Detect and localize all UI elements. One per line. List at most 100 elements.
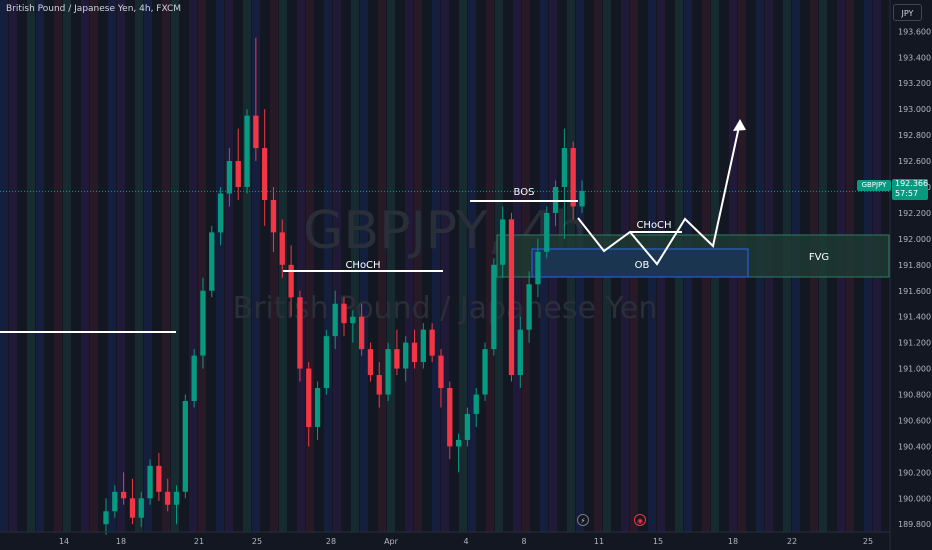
candle-body[interactable] [403, 342, 409, 369]
session-band [108, 0, 116, 532]
time-tick-label: 8 [521, 537, 526, 546]
candle-body[interactable] [491, 264, 497, 350]
candle-body[interactable] [156, 465, 162, 492]
flag-icon[interactable]: ◉ [634, 514, 646, 526]
candle-body[interactable] [314, 388, 321, 427]
price-tick-label: 191.600 [898, 287, 931, 296]
price-tick-label: 191.400 [898, 313, 931, 322]
candle-body[interactable] [517, 329, 523, 376]
candle-body[interactable] [411, 342, 418, 363]
candle-body[interactable] [244, 115, 250, 187]
price-tick-label: 193.000 [898, 105, 931, 114]
candle-body[interactable] [561, 148, 568, 187]
price-tick-label: 192.000 [898, 235, 931, 244]
candle-body[interactable] [482, 349, 488, 395]
session-band [189, 0, 197, 532]
candle-body[interactable] [103, 511, 109, 525]
bar-countdown: 57:57 [895, 189, 919, 198]
candle-body[interactable] [358, 316, 365, 350]
session-band [243, 0, 251, 532]
candle-body[interactable] [455, 439, 462, 447]
time-tick-label: 15 [653, 537, 663, 546]
session-band [36, 0, 44, 532]
time-tick-label: 14 [59, 537, 69, 546]
session-band [468, 0, 476, 532]
price-tick-label: 192.800 [898, 131, 931, 140]
candle-body[interactable] [209, 232, 215, 291]
candle-body[interactable] [367, 349, 374, 376]
session-band [351, 0, 359, 532]
time-tick-label: 28 [326, 537, 336, 546]
time-tick-label: 22 [787, 537, 797, 546]
candle-body[interactable] [447, 388, 453, 447]
candle-body[interactable] [332, 303, 338, 337]
session-band [486, 0, 494, 532]
candle-body[interactable] [526, 284, 532, 330]
candle-body[interactable] [306, 368, 312, 427]
candle-body[interactable] [438, 355, 444, 389]
candle-body[interactable] [129, 498, 136, 518]
candle-body[interactable] [385, 349, 391, 395]
candle-body[interactable] [288, 264, 294, 298]
candle-body[interactable] [350, 316, 356, 324]
price-tick-label: 190.000 [898, 494, 931, 503]
candle-body[interactable] [323, 336, 330, 389]
candle-body[interactable] [217, 193, 224, 233]
candle-body[interactable] [420, 329, 426, 363]
candle-body[interactable] [138, 498, 144, 518]
candle-body[interactable] [473, 394, 479, 414]
session-band [297, 0, 305, 532]
candle-body[interactable] [173, 491, 180, 505]
candle-body[interactable] [570, 148, 576, 207]
candle-body[interactable] [544, 212, 550, 252]
price-axis[interactable]: 193.600 193.400 193.200 193.000 192.800 192.6… [898, 27, 931, 529]
candle-body[interactable] [270, 199, 277, 233]
candle-body[interactable] [182, 401, 188, 492]
session-band [162, 0, 170, 532]
candle-body[interactable] [262, 148, 268, 200]
choch-label-right: CHoCH [636, 220, 671, 231]
currency-button[interactable]: JPY [893, 4, 922, 21]
candle-body[interactable] [191, 355, 197, 401]
candle-body[interactable] [394, 349, 400, 369]
ob-zone [531, 248, 749, 278]
candle-body[interactable] [535, 251, 541, 285]
candle-body[interactable] [376, 375, 382, 395]
candle-body[interactable] [200, 290, 206, 356]
candle-body[interactable] [341, 303, 347, 324]
time-tick-label: Apr [384, 537, 399, 546]
time-tick-label: 11 [594, 537, 604, 546]
candle-body[interactable] [464, 413, 471, 440]
candle-body[interactable] [165, 491, 171, 505]
candle-body[interactable] [552, 186, 559, 213]
session-band [0, 0, 8, 532]
candle-body[interactable] [235, 161, 241, 187]
candle-body[interactable] [226, 161, 233, 194]
session-band [378, 0, 386, 532]
session-band [144, 0, 152, 532]
candle-body[interactable] [253, 115, 259, 149]
price-tick-label: 189.800 [898, 520, 931, 529]
candle-body[interactable] [500, 219, 506, 265]
projection-path[interactable] [577, 121, 741, 266]
candle-body[interactable] [508, 219, 515, 376]
candle-body[interactable] [297, 297, 303, 369]
session-band [81, 0, 89, 532]
session-band [270, 0, 278, 532]
candle-body[interactable] [579, 190, 585, 207]
time-tick-label: 25 [863, 537, 873, 546]
session-band [306, 0, 314, 532]
candle-body[interactable] [429, 329, 435, 356]
lightning-icon[interactable]: ⚡ [577, 514, 589, 526]
candle-body[interactable] [279, 232, 285, 265]
price-tick-label: 191.800 [898, 261, 931, 270]
candle-body[interactable] [112, 491, 118, 512]
candle-body[interactable] [120, 491, 127, 499]
session-band [405, 0, 413, 532]
price-tick-label: 191.200 [898, 339, 931, 348]
bos-label: BOS [514, 187, 535, 198]
time-axis[interactable]: 14 18 21 25 28 Apr 4 8 11 15 18 22 25 [59, 537, 873, 546]
candle-body[interactable] [147, 465, 153, 499]
